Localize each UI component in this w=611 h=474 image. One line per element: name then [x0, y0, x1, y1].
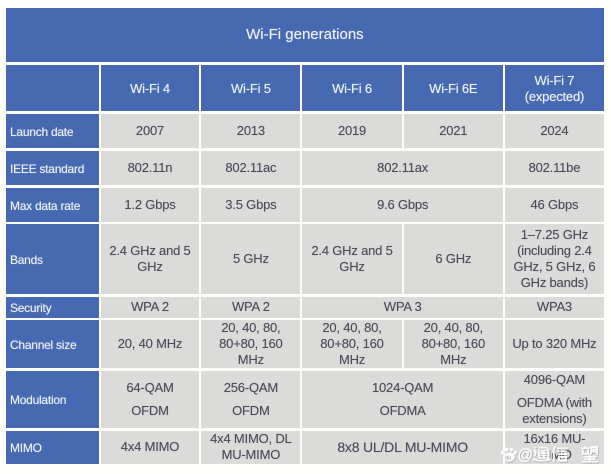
svg-text:du: du	[505, 456, 511, 462]
